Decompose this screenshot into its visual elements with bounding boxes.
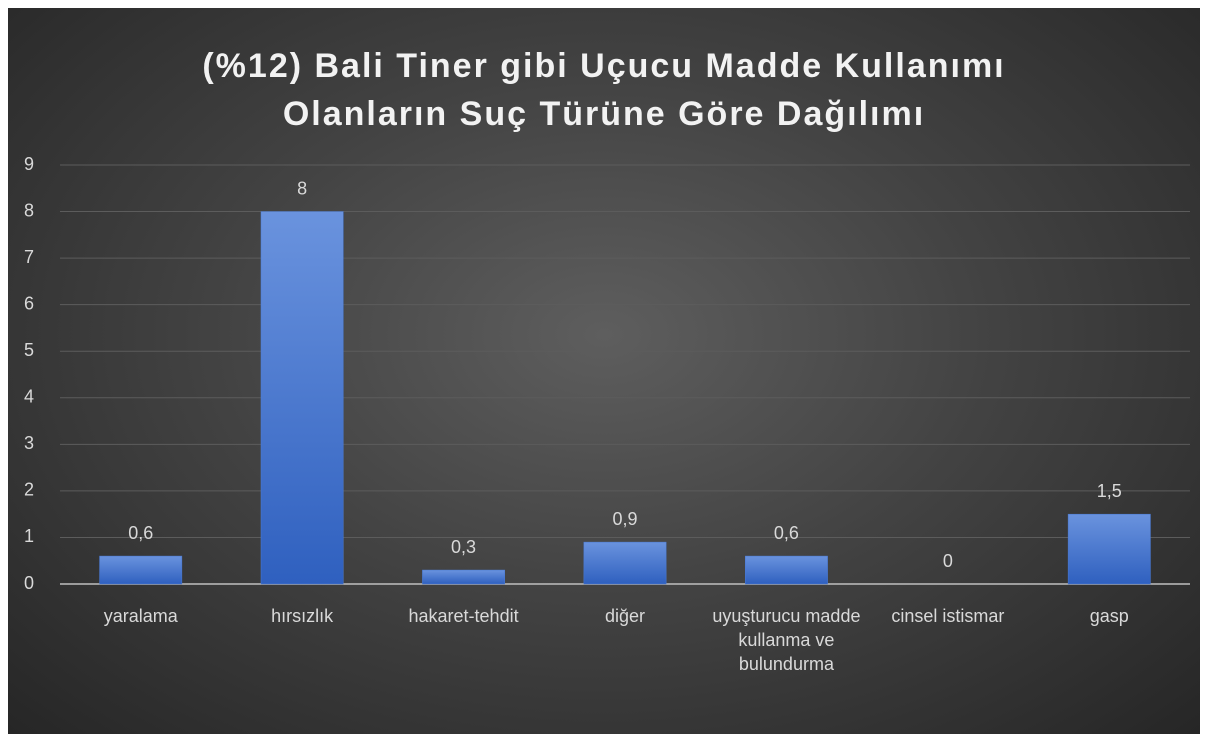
data-label: 0,9	[612, 509, 637, 529]
y-tick-label: 9	[24, 154, 34, 174]
x-tick-label: diğer	[604, 606, 646, 626]
y-tick-label: 1	[24, 526, 34, 546]
bar	[745, 555, 828, 585]
x-tick-label: hakaret-tehdit	[408, 606, 519, 626]
x-tick-label: gasp	[1089, 606, 1129, 626]
x-tick-label: uyuşturucu madde kullanma ve bulundurma	[712, 606, 861, 674]
y-tick-label: 0	[24, 573, 34, 593]
data-label: 0	[943, 551, 953, 571]
bar	[260, 211, 344, 585]
x-tick-label: hırsızlık	[271, 606, 334, 626]
data-label: 1,5	[1097, 481, 1122, 501]
bar	[583, 541, 667, 585]
chart: (%12) Bali Tiner gibi Uçucu Madde Kullan…	[8, 8, 1200, 734]
data-label: 0,6	[128, 523, 153, 543]
y-tick-label: 3	[24, 433, 34, 453]
bar	[1067, 513, 1151, 585]
y-tick-label: 2	[24, 480, 34, 500]
bar	[422, 569, 505, 585]
bar	[99, 555, 183, 585]
x-tick-label: cinsel istismar	[891, 606, 1005, 626]
data-label: 8	[297, 178, 307, 198]
x-tick-label: yaralama	[103, 606, 178, 626]
data-label: 0,6	[774, 523, 799, 543]
chart-title: (%12) Bali Tiner gibi Uçucu Madde Kullan…	[202, 47, 1006, 133]
y-tick-label: 7	[24, 247, 34, 267]
y-tick-label: 8	[24, 200, 34, 220]
y-tick-label: 6	[24, 293, 34, 313]
data-label: 0,3	[451, 537, 476, 557]
plot: 0 1 2 3 4 5 6 7 8 9 0,6 8 0,3 0,9 0,6 0 1,5	[24, 154, 1190, 593]
y-tick-label: 5	[24, 340, 34, 360]
y-tick-label: 4	[24, 387, 34, 407]
